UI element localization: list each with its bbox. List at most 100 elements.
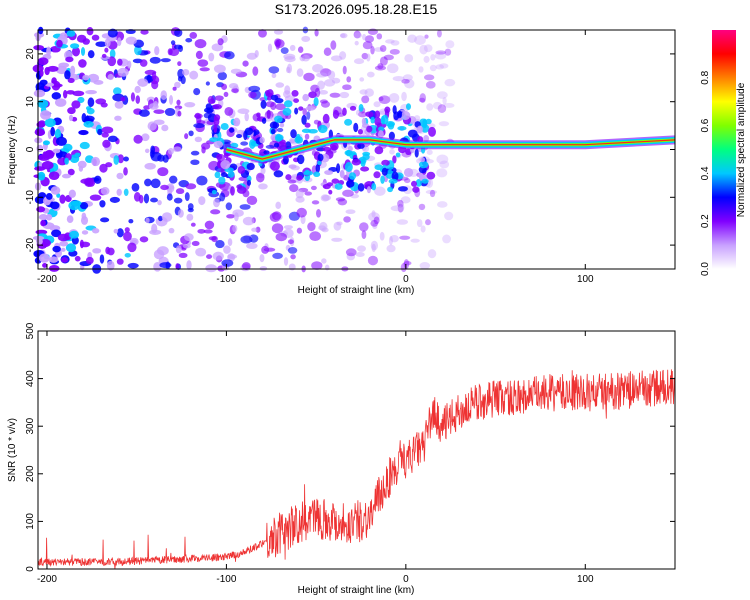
spectrogram-blob xyxy=(127,60,132,69)
spectrogram-blob xyxy=(54,98,67,107)
spectrogram-blob xyxy=(209,137,219,143)
spectrogram-blob xyxy=(321,258,327,264)
spectrogram-blob xyxy=(435,50,447,55)
spectrogram-blob xyxy=(242,60,249,67)
spectrogram-blob xyxy=(173,197,183,204)
spectrogram-blob xyxy=(387,186,393,193)
spectrogram-blob xyxy=(336,221,343,226)
spectrogram-blob xyxy=(85,256,94,265)
spectrogram-blob xyxy=(113,155,120,165)
spectrogram-blob xyxy=(342,65,347,75)
spectrogram-blob xyxy=(283,100,293,108)
spectrogram-blob xyxy=(416,125,423,134)
spectrogram-blob xyxy=(249,139,256,149)
spectrogram-blob xyxy=(313,97,319,107)
spectrogram-blob xyxy=(91,156,101,167)
spectrogram-blob xyxy=(172,146,182,153)
spectrogram-blob xyxy=(272,252,283,260)
spectrogram-blob xyxy=(287,239,294,245)
spectrogram-blob xyxy=(114,100,124,109)
spectrogram-blob xyxy=(439,63,449,69)
spectrogram-blob xyxy=(170,40,176,46)
spectrogram-blob xyxy=(418,203,426,211)
spectrogram-blob xyxy=(373,171,381,179)
spectrogram-blob xyxy=(430,54,436,61)
spectrogram-blob xyxy=(89,194,102,201)
spectrogram-blob xyxy=(353,32,363,39)
spectrogram-blob xyxy=(410,180,417,187)
spectrogram-blob xyxy=(161,124,169,132)
spectrogram-blob xyxy=(357,128,363,135)
spectrogram-blob xyxy=(427,249,437,259)
spectrogram-blob xyxy=(160,184,169,191)
spectrogram-blob xyxy=(266,96,272,101)
colorbar-tick-label: 0.0 xyxy=(700,262,711,276)
spectrogram-blob xyxy=(151,71,157,81)
spectrogram-blob xyxy=(37,171,46,181)
spectrogram-trace-peak xyxy=(226,139,676,160)
spectrogram-blob xyxy=(416,219,423,228)
spectrogram-blob xyxy=(78,59,87,68)
spectrogram-blob xyxy=(99,200,106,208)
colorbar-tick-label: 0.8 xyxy=(700,70,711,84)
snr-series-line xyxy=(37,369,676,570)
spectrogram-blob xyxy=(99,163,108,173)
spectrogram-blob xyxy=(345,248,357,257)
spectrogram-blob xyxy=(154,45,160,56)
snr-ytick-label: 200 xyxy=(25,465,36,482)
spectrogram-blob xyxy=(169,175,178,184)
spectrogram-blob xyxy=(133,134,143,144)
spectrogram-blob xyxy=(105,246,111,255)
spectrogram-blob xyxy=(290,129,297,139)
spectrogram-blob xyxy=(68,189,76,198)
spectrogram-blob xyxy=(109,196,121,203)
spectrogram-blob xyxy=(213,140,224,149)
spectrogram-blob xyxy=(236,134,242,139)
figure-title: S173.2026.095.18.28.E15 xyxy=(275,1,438,17)
spectrogram-blob xyxy=(153,261,162,272)
spectrogram-blob xyxy=(404,178,411,184)
spectrogram-blob xyxy=(64,70,71,80)
snr-x-ticks: -200 -100 0 100 xyxy=(37,331,594,585)
spectrogram-blob xyxy=(196,175,208,186)
spectrogram-blob xyxy=(204,220,215,230)
spectrogram-blob xyxy=(36,121,45,128)
spectrogram-blob xyxy=(229,127,235,133)
spectrogram-blob xyxy=(378,96,384,102)
spectrogram-blob xyxy=(445,40,455,49)
spectrogram-blob xyxy=(388,92,400,103)
spectrogram-blob xyxy=(326,182,334,187)
spectrogram-blob xyxy=(242,216,255,226)
spectrogram-blob xyxy=(269,161,280,171)
spectrogram-blob xyxy=(324,264,330,271)
spectrogram-blob xyxy=(421,178,429,184)
spectrogram-blob xyxy=(211,43,224,52)
spectrogram-ytick-label: -20 xyxy=(25,237,36,252)
spectrogram-blob xyxy=(334,183,343,190)
spectrogram-blob xyxy=(167,147,174,155)
spectrogram-blob xyxy=(194,136,203,143)
spectrogram-blob xyxy=(226,214,235,219)
spectrogram-blob xyxy=(248,91,257,99)
spectrogram-blob xyxy=(217,71,227,81)
spectrogram-blob xyxy=(223,51,235,60)
spectrogram-blob xyxy=(376,33,383,40)
colorbar-tick-label: 0.6 xyxy=(700,118,711,132)
snr-ytick-label: 300 xyxy=(25,417,36,434)
snr-xtick-label: 0 xyxy=(403,574,409,585)
snr-y-ticks: 0 100 200 300 400 500 xyxy=(25,322,675,572)
spectrogram-blob xyxy=(339,91,350,99)
spectrogram-blob xyxy=(102,139,111,148)
spectrogram-blob xyxy=(149,149,155,158)
spectrogram-blob xyxy=(255,172,265,183)
spectrogram-blob xyxy=(71,200,82,207)
spectrogram-y-ticks: -20 -10 0 10 20 xyxy=(25,48,675,252)
spectrogram-blob xyxy=(298,106,304,111)
colorbar-tick-label: 0.2 xyxy=(700,214,711,228)
spectrogram-blob xyxy=(45,82,55,87)
spectrogram-ytick-label: 20 xyxy=(25,48,36,60)
spectrogram-blob xyxy=(134,45,142,56)
spectrogram-blob xyxy=(201,146,206,154)
spectrogram-blob xyxy=(275,82,285,88)
